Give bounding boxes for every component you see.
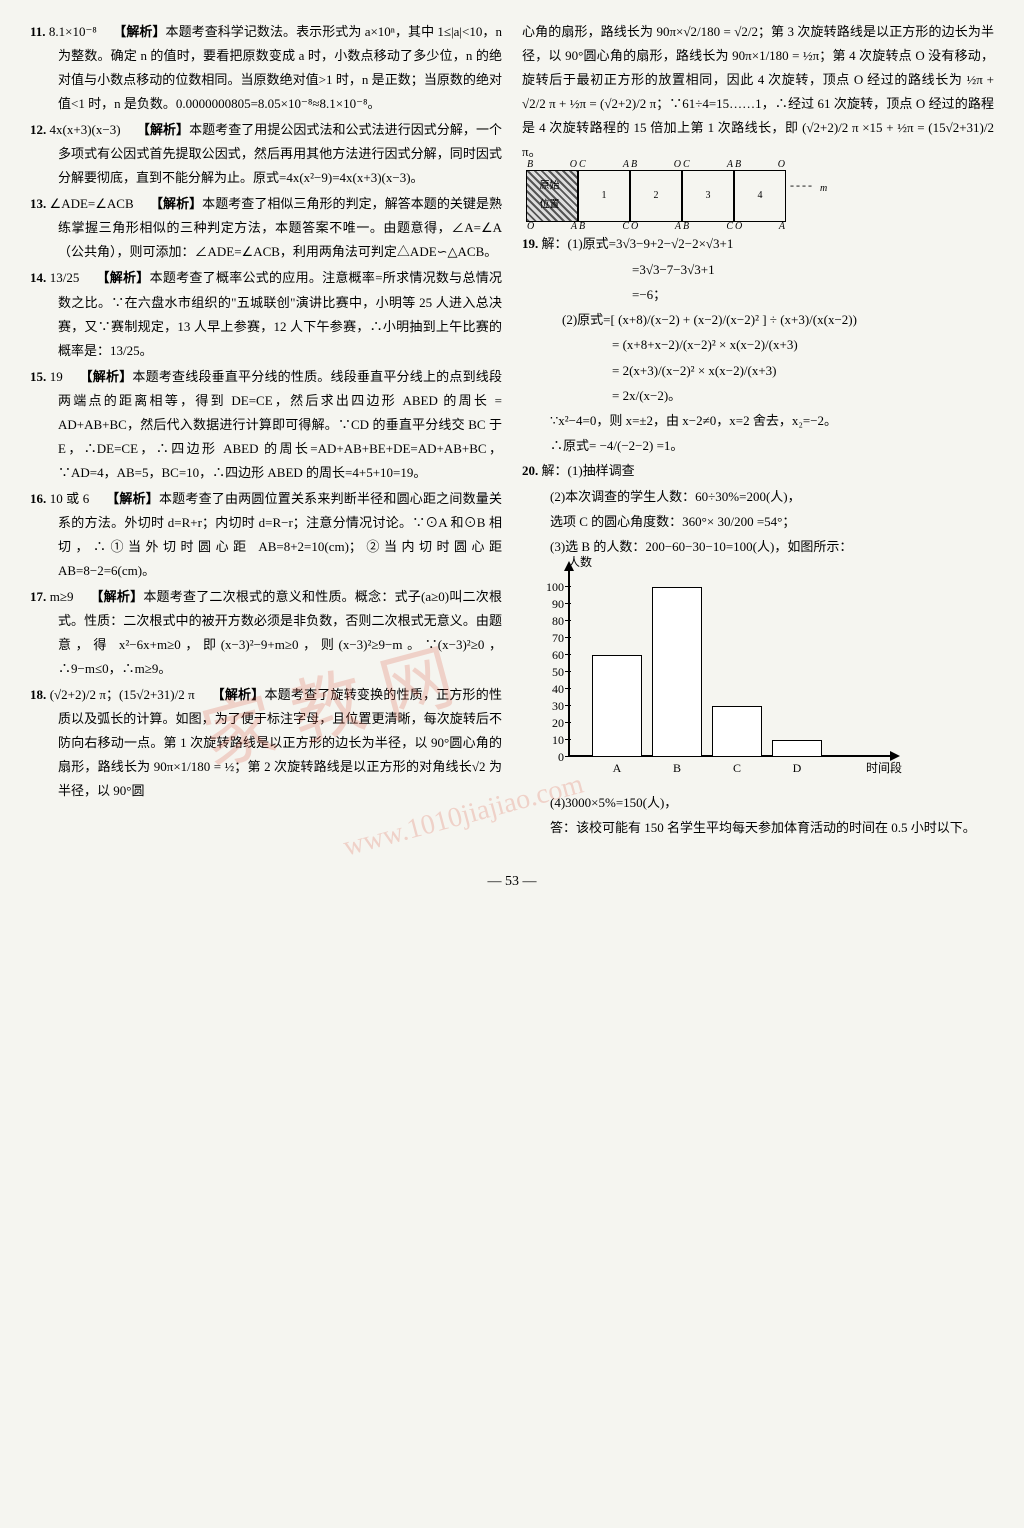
analysis-tag: 【解析】 bbox=[106, 491, 159, 506]
item-number: 11. bbox=[30, 24, 46, 39]
item-11: 11. 8.1×10⁻⁸ 【解析】本题考查科学记数法。表示形式为 a×10ⁿ，其… bbox=[30, 20, 502, 116]
analysis-tag: 【解析】 bbox=[90, 589, 143, 604]
solution-line: ∵x²−4=0，则 x=±2，由 x−2≠0，x=2 舍去，x₂=−2。 bbox=[522, 409, 994, 433]
item-text: 本题考查了旋转变换的性质，正方形的性质以及弧长的计算。如图，为了便于标注字母，且… bbox=[58, 687, 502, 798]
item-answer: m≥9 bbox=[50, 589, 74, 604]
item-14: 14. 13/25 【解析】本题考查了概率公式的应用。注意概率=所求情况数与总情… bbox=[30, 266, 502, 362]
diagram-square-origin: BO 原始位置 OA bbox=[526, 170, 578, 222]
item-number: 19. bbox=[522, 236, 538, 251]
solution-line: 答：该校可能有 150 名学生平均每天参加体育活动的时间在 0.5 小时以下。 bbox=[522, 816, 994, 840]
analysis-tag: 【解析】 bbox=[212, 687, 265, 702]
solution-line: = 2(x+3)/(x−2)² × x(x−2)/(x+3) bbox=[522, 359, 994, 383]
square-label: 2 bbox=[654, 187, 659, 206]
item-13: 13. ∠ADE=∠ACB 【解析】本题考查了相似三角形的判定，解答本题的关键是… bbox=[30, 192, 502, 264]
solution-line: (2)原式=[ (x+8)/(x−2) + (x−2)/(x−2)² ] ÷ (… bbox=[522, 308, 994, 332]
x-category-label: A bbox=[592, 757, 642, 779]
item-number: 15. bbox=[30, 369, 46, 384]
y-axis-title: 人数 bbox=[568, 551, 592, 573]
bar-chart: 人数时间段0102030405060708090100ABCD bbox=[532, 567, 994, 787]
item-number: 13. bbox=[30, 196, 46, 211]
item-15: 15. 19 【解析】本题考查线段垂直平分线的性质。线段垂直平分线上的点到线段两… bbox=[30, 365, 502, 485]
x-category-label: C bbox=[712, 757, 762, 779]
item-number: 12. bbox=[30, 122, 46, 137]
solution-line: = 2x/(x−2)。 bbox=[522, 384, 994, 408]
solution-line: 解：(1)抽样调查 bbox=[542, 463, 635, 478]
item-answer: 8.1×10⁻⁸ bbox=[49, 24, 97, 39]
solution-line: = (x+8+x−2)/(x−2)² × x(x−2)/(x+3) bbox=[522, 333, 994, 357]
diagram-square-1: CA 1 BC bbox=[578, 170, 630, 222]
item-number: 17. bbox=[30, 589, 46, 604]
diagram-square-2: BO 2 OA bbox=[630, 170, 682, 222]
solution-line: (2)本次调查的学生人数：60÷30%=200(人)， bbox=[522, 485, 994, 509]
x-category-label: B bbox=[652, 757, 702, 779]
analysis-tag: 【解析】 bbox=[113, 24, 165, 39]
solution-line: (4)3000×5%=150(人)， bbox=[522, 791, 994, 815]
solution-line: 解：(1)原式=3√3−9+2−√2−2×√3+1 bbox=[542, 236, 734, 251]
square-label: 4 bbox=[758, 187, 763, 206]
item-answer: 4x(x+3)(x−3) bbox=[50, 122, 121, 137]
item-text: 心角的扇形，路线长为 90π×√2/180 = √2/2；第 3 次旋转路线是以… bbox=[522, 24, 994, 159]
rotation-diagram: BO 原始位置 OA CA 1 BC BO 2 OA CA 3 BC BO 4 bbox=[522, 170, 994, 222]
item-12: 12. 4x(x+3)(x−3) 【解析】本题考查了用提公因式法和公式法进行因式… bbox=[30, 118, 502, 190]
item-answer: 19 bbox=[50, 369, 63, 384]
square-label: 3 bbox=[706, 187, 711, 206]
item-answer: 13/25 bbox=[50, 270, 80, 285]
analysis-tag: 【解析】 bbox=[96, 270, 149, 285]
right-column: 心角的扇形，路线长为 90π×√2/180 = √2/2；第 3 次旋转路线是以… bbox=[522, 20, 994, 841]
analysis-tag: 【解析】 bbox=[80, 369, 133, 384]
item-number: 14. bbox=[30, 270, 46, 285]
analysis-tag: 【解析】 bbox=[150, 196, 202, 211]
bar-A bbox=[592, 655, 642, 757]
item-number: 20. bbox=[522, 463, 538, 478]
x-category-label: D bbox=[772, 757, 822, 779]
diagram-square-4: BO 4 OA bbox=[734, 170, 786, 222]
item-number: 16. bbox=[30, 491, 46, 506]
solution-line: =−6； bbox=[522, 283, 994, 307]
item-16: 16. 10 或 6 【解析】本题考查了由两圆位置关系来判断半径和圆心距之间数量… bbox=[30, 487, 502, 583]
solution-line: 选项 C 的圆心角度数：360°× 30/200 =54°； bbox=[522, 510, 994, 534]
page-footer: — 53 — bbox=[0, 869, 1024, 895]
solution-line: (3)选 B 的人数：200−60−30−10=100(人)，如图所示： bbox=[522, 535, 994, 559]
bar-B bbox=[652, 587, 702, 757]
item-text: 本题考查线段垂直平分线的性质。线段垂直平分线上的点到线段两端点的距离相等，得到 … bbox=[58, 369, 502, 480]
item-text: 本题考查了用提公因式法和公式法进行因式分解，一个多项式有公因式首先提取公因式，然… bbox=[58, 122, 502, 185]
bar-C bbox=[712, 706, 762, 757]
left-column: 11. 8.1×10⁻⁸ 【解析】本题考查科学记数法。表示形式为 a×10ⁿ，其… bbox=[30, 20, 502, 841]
item-18: 18. (√2+2)/2 π；(15√2+31)/2 π 【解析】本题考查了旋转… bbox=[30, 683, 502, 803]
item-17: 17. m≥9 【解析】本题考查了二次根式的意义和性质。概念：式子(a≥0)叫二… bbox=[30, 585, 502, 681]
diagram-dots: ---- bbox=[786, 174, 818, 222]
item-18-continued: 心角的扇形，路线长为 90π×√2/180 = √2/2；第 3 次旋转路线是以… bbox=[522, 20, 994, 164]
diagram-axis-end: m bbox=[818, 180, 827, 223]
solution-line: =3√3−7−3√3+1 bbox=[522, 258, 994, 282]
square-label: 1 bbox=[602, 187, 607, 206]
item-answer: (√2+2)/2 π；(15√2+31)/2 π bbox=[50, 687, 195, 702]
solution-line: ∴原式= −4/(−2−2) =1。 bbox=[522, 434, 994, 458]
bar-D bbox=[772, 740, 822, 757]
y-tick-label: 100 bbox=[532, 576, 564, 598]
page-content: 11. 8.1×10⁻⁸ 【解析】本题考查科学记数法。表示形式为 a×10ⁿ，其… bbox=[0, 0, 1024, 861]
item-answer: 10 或 6 bbox=[50, 491, 90, 506]
x-axis-title: 时间段 bbox=[866, 757, 902, 779]
item-20: 20. 解：(1)抽样调查 bbox=[522, 459, 994, 483]
origin-label: 原始位置 bbox=[540, 178, 565, 215]
item-number: 18. bbox=[30, 687, 46, 702]
item-answer: ∠ADE=∠ACB bbox=[50, 196, 134, 211]
diagram-square-3: CA 3 BC bbox=[682, 170, 734, 222]
analysis-tag: 【解析】 bbox=[137, 122, 189, 137]
